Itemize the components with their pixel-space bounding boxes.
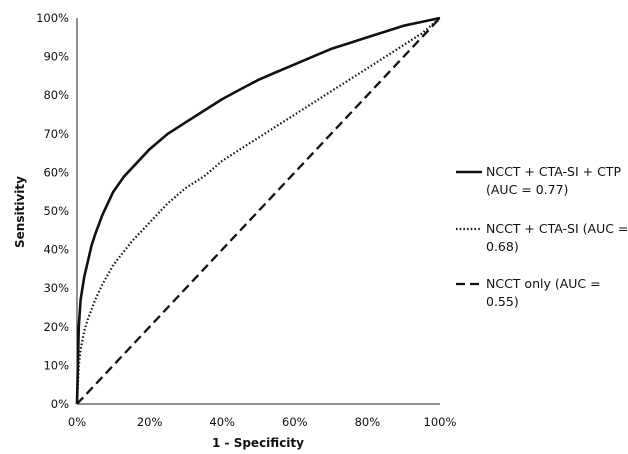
x-tick-label: 80%: [355, 415, 381, 429]
y-tick-label: 90%: [43, 50, 69, 64]
x-tick-label: 40%: [209, 415, 235, 429]
x-axis-title: 1 - Specificity: [212, 436, 304, 450]
y-tick-label: 10%: [43, 358, 69, 372]
y-tick-label: 40%: [43, 243, 69, 257]
plot-area: [75, 16, 441, 405]
y-tick-label: 70%: [43, 127, 69, 141]
legend-label: 0.55): [486, 294, 519, 309]
y-tick-label: 80%: [43, 88, 69, 102]
y-tick-label: 50%: [43, 204, 69, 218]
legend-label: NCCT + CTA-SI (AUC =: [486, 221, 628, 236]
x-tick-label: 100%: [424, 415, 457, 429]
x-tick-label: 60%: [282, 415, 308, 429]
y-tick-label: 100%: [36, 11, 69, 25]
y-axis-title: Sensitivity: [13, 176, 27, 248]
y-axis-ticks: 0% 10% 20% 30% 40% 50% 60% 70% 80% 90% 100%: [36, 11, 69, 411]
series-line-solid: [75, 16, 441, 405]
y-tick-label: 20%: [43, 320, 69, 334]
x-axis-ticks: 0% 20% 40% 60% 80% 100%: [68, 415, 457, 429]
legend-label: (AUC = 0.77): [486, 182, 568, 197]
y-tick-label: 0%: [51, 397, 69, 411]
legend-label: 0.68): [486, 239, 519, 254]
y-tick-label: 60%: [43, 165, 69, 179]
legend: NCCT + CTA-SI + CTP (AUC = 0.77) NCCT + CT…: [456, 164, 628, 309]
x-tick-label: 0%: [68, 415, 86, 429]
y-tick-label: 30%: [43, 281, 69, 295]
x-tick-label: 20%: [137, 415, 163, 429]
legend-label: NCCT + CTA-SI + CTP: [486, 164, 621, 179]
series-line-dotted: [75, 17, 441, 405]
series-line-dashed: [76, 17, 441, 405]
legend-label: NCCT only (AUC =: [486, 276, 601, 291]
